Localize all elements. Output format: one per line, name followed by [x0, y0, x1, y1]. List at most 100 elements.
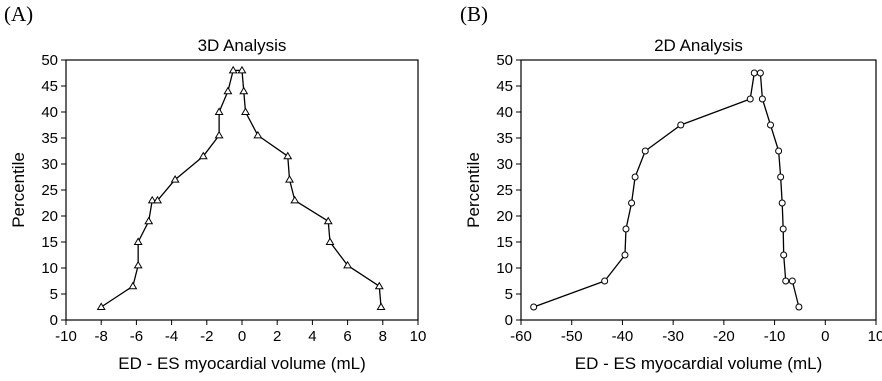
chart-2-y-tick-label: 40 [496, 104, 513, 121]
chart-2-x-tick-label: 10 [868, 328, 882, 345]
chart-2-data-point [530, 303, 538, 311]
chart-2-x-tick-label: -30 [662, 328, 684, 345]
chart-1-title: 3D Analysis [198, 36, 287, 55]
chart-2-data-point [782, 277, 790, 285]
chart-1-y-tick-label: 45 [41, 78, 58, 95]
chart-1-data-point [376, 302, 386, 311]
chart-1-series-line [100, 69, 382, 308]
chart-1-x-tick-label: 6 [343, 328, 351, 345]
chart-2-title: 2D Analysis [654, 36, 743, 55]
chart-1-y-tick-label: 15 [41, 234, 58, 251]
chart-1-data-point [228, 65, 238, 74]
chart-1-data-point [144, 216, 154, 225]
chart-2-y-tick-label: 50 [496, 52, 513, 69]
chart-1-x-tick-label: 0 [238, 328, 246, 345]
chart-1-data-point [323, 216, 333, 225]
chart-2-data-point [775, 147, 783, 155]
chart-2-data-point [622, 225, 630, 233]
chart-2-data-point [756, 69, 764, 77]
chart-2-data-point [788, 277, 796, 285]
chart-1-x-tick-label: -8 [95, 328, 108, 345]
chart-1-x-tick-label: 10 [410, 328, 427, 345]
chart-1-data-point [214, 130, 224, 139]
chart-1-data-point [223, 86, 233, 95]
chart-1-x-tick-label: 8 [379, 328, 387, 345]
chart-1-y-tick-label: 5 [50, 286, 58, 303]
chart-2-data-point [628, 199, 636, 207]
chart-1-x-tick-label: -10 [55, 328, 77, 345]
chart-2-data-point [795, 303, 803, 311]
chart-2-y-tick-label: 20 [496, 208, 513, 225]
chart-1-y-tick-label: 40 [41, 104, 58, 121]
chart-1-y-tick-label: 10 [41, 260, 58, 277]
chart-1-data-point [239, 86, 249, 95]
chart-1-data-point [285, 175, 294, 183]
chart-1-y-tick-label: 25 [41, 182, 58, 199]
chart-2-y-tick-label: 5 [505, 286, 513, 303]
chart-1-data-point [198, 151, 208, 160]
chart-2-data-point [780, 251, 788, 259]
chart-2-data-point [750, 69, 758, 77]
chart-1-data-point [96, 302, 106, 311]
chart-2-x-tick-label: -50 [561, 328, 583, 345]
chart-2-y-tick-label: 45 [496, 78, 513, 95]
chart-1-x-tick-label: 2 [273, 328, 281, 345]
chart-2-y-tick-label: 30 [496, 156, 513, 173]
chart-2-y-tick-label: 25 [496, 182, 513, 199]
chart-2-y-tick-label: 15 [496, 234, 513, 251]
chart-2-x-tick-label: -60 [510, 328, 532, 345]
chart-2-y-tick-label: 0 [505, 312, 513, 329]
chart-1-y-axis-title: Percentile [9, 152, 28, 228]
panel-label-b: (B) [460, 2, 488, 26]
chart-2-x-axis-title: ED - ES myocardial volume (mL) [575, 354, 823, 373]
chart-2-x-tick-label: -20 [713, 328, 735, 345]
chart-1-data-point [133, 237, 143, 246]
chart-1-data-point [290, 195, 300, 204]
chart-1-data-point [343, 260, 353, 269]
chart-1-data-point [241, 107, 250, 116]
chart-2-data-point [631, 173, 639, 181]
panel-label-a: (A) [4, 2, 34, 26]
chart-2-data-point [746, 95, 754, 103]
chart-1-y-tick-label: 20 [41, 208, 58, 225]
chart-1-x-tick-label: -2 [200, 328, 213, 345]
chart-2-data-point [767, 121, 775, 129]
chart-1-plot-frame [65, 59, 419, 321]
chart-2-data-point [601, 277, 609, 285]
chart-1-data-point [325, 237, 335, 246]
chart-2-data-point [758, 95, 766, 103]
chart-2-x-tick-label: -40 [612, 328, 634, 345]
chart-1-data-point [374, 281, 384, 290]
chart-1-x-tick-label: 4 [308, 328, 316, 345]
chart-2-data-point [641, 147, 649, 155]
chart-2-y-tick-label: 35 [496, 130, 513, 147]
chart-2-series-line [533, 72, 800, 308]
chart-1-data-point [253, 130, 263, 139]
chart-2-data-point [777, 173, 785, 181]
chart-2-x-tick-label: -10 [764, 328, 786, 345]
chart-1-data-point [170, 175, 180, 183]
chart-1-x-tick-label: -6 [130, 328, 143, 345]
chart-1-data-point [153, 195, 162, 204]
chart-1-y-tick-label: 30 [41, 156, 58, 173]
chart-2-data-point [779, 225, 787, 233]
chart-1-data-point [214, 107, 224, 116]
chart-1-data-point [128, 281, 138, 290]
chart-1-data-point [133, 260, 143, 269]
chart-1-y-tick-label: 50 [41, 52, 58, 69]
chart-1-data-point [147, 195, 157, 204]
chart-1-data-point [237, 65, 247, 74]
chart-1-x-axis-title: ED - ES myocardial volume (mL) [118, 354, 366, 373]
chart-2-y-axis-title: Percentile [464, 152, 483, 228]
chart-2-data-point [778, 199, 786, 207]
chart-1-data-point [283, 151, 293, 160]
chart-1-y-tick-label: 0 [50, 312, 58, 329]
chart-2-x-tick-label: 0 [821, 328, 829, 345]
chart-2-plot-frame [520, 59, 877, 321]
chart-2-data-point [621, 251, 629, 259]
chart-2-y-tick-label: 10 [496, 260, 513, 277]
chart-1-x-tick-label: -4 [165, 328, 178, 345]
chart-1-y-tick-label: 35 [41, 130, 58, 147]
chart-2-data-point [677, 121, 685, 129]
